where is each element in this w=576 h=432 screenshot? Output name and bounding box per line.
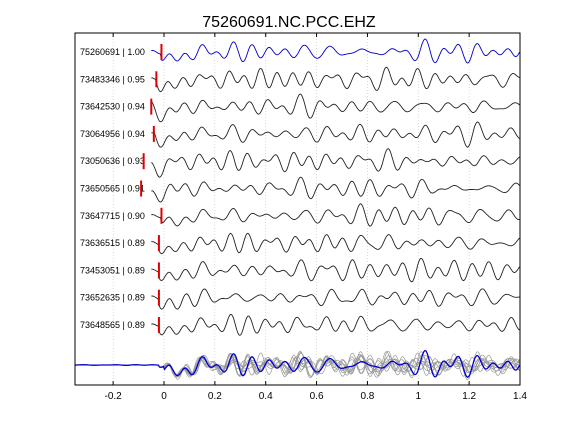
trace-line	[151, 121, 520, 148]
trace-line	[151, 176, 520, 203]
trace-line	[150, 93, 520, 123]
chart-title: 75260691.NC.PCC.EHZ	[202, 14, 376, 31]
x-axis: -0.2 0 0.2 0.4 0.6 0.8 1 1.2 1.4	[105, 33, 527, 402]
overlay-main-trace	[74, 349, 521, 378]
trace-line	[151, 38, 520, 64]
trace-label: 73483346 | 0.95	[80, 74, 145, 84]
x-tick-label: 1.4	[513, 391, 527, 402]
x-tick-label: 1	[416, 391, 422, 402]
x-tick-label: 0.2	[208, 391, 222, 402]
x-tick-label: 0.8	[360, 391, 374, 402]
x-tick-label: 1.2	[462, 391, 476, 402]
trace-label: 73650565 | 0.91	[80, 184, 145, 194]
trace-line	[151, 288, 520, 310]
trace-label: 73647715 | 0.90	[80, 211, 145, 221]
x-tick-label: 0.4	[259, 391, 273, 402]
trace-label: 75260691 | 1.00	[80, 47, 145, 57]
x-tick-label: 0.6	[310, 391, 324, 402]
trace-line	[151, 232, 520, 255]
trace-label: 73636515 | 0.89	[80, 238, 145, 248]
trace-label: 73648565 | 0.89	[80, 320, 145, 330]
trace-stack: 75260691 | 1.00 73483346 | 0.95 73642530 |…	[80, 38, 520, 336]
trace-label: 73064956 | 0.94	[80, 129, 145, 139]
trace-label: 73642530 | 0.94	[80, 102, 145, 112]
x-tick-label: -0.2	[105, 391, 123, 402]
trace-line	[151, 148, 520, 178]
trace-line	[151, 257, 520, 283]
trace-line	[151, 203, 520, 227]
trace-label: 73453051 | 0.89	[80, 265, 145, 275]
x-tick-label: 0	[161, 391, 167, 402]
overlay-stack	[74, 349, 521, 381]
trace-label: 73050636 | 0.93	[80, 156, 145, 166]
trace-line	[151, 313, 520, 336]
plot-frame	[74, 32, 521, 386]
trace-label: 73652635 | 0.89	[80, 293, 145, 303]
trace-line	[151, 66, 520, 93]
